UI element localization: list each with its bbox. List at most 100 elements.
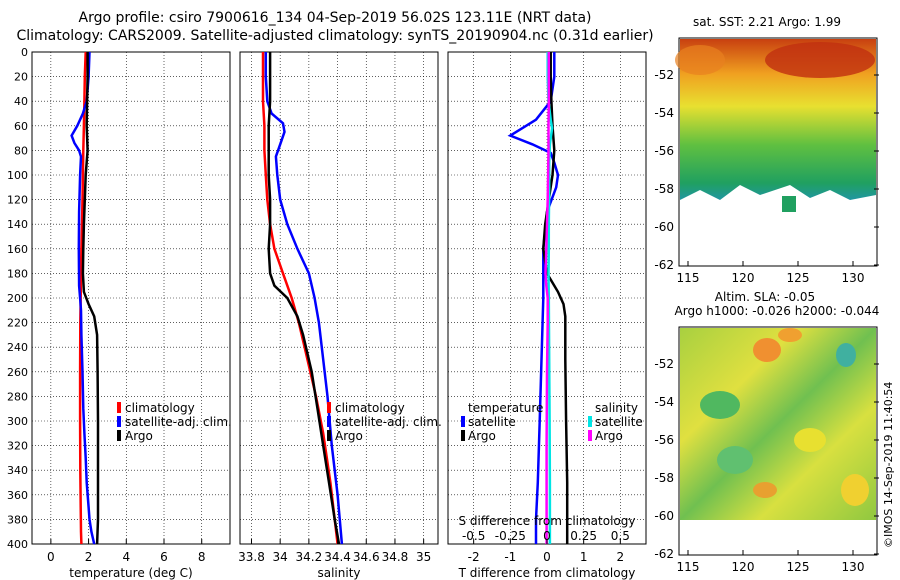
sla-low-patch: [700, 391, 740, 419]
legend-label-t-argo: Argo: [468, 429, 496, 443]
series-line-s-argo: [544, 52, 551, 544]
y-tick-label: 180: [7, 267, 28, 280]
series-line-argo: [267, 52, 341, 545]
salinity-xlabel: salinity: [317, 566, 360, 580]
s-difference-ticks: -0.5 -0.25 0 0.25 0.5: [462, 529, 630, 543]
sla-map-panel: Altim. SLA: -0.05 Argo h1000: -0.026 h20…: [654, 290, 879, 574]
sla-no-data: [680, 520, 876, 554]
legend-swatch-t-argo: [461, 430, 465, 441]
legend-label-s-argo: Argo: [595, 429, 623, 443]
legend-label-t-satellite: satellite: [468, 415, 516, 429]
series-line-argo: [81, 52, 100, 545]
legend-swatch-argo: [327, 430, 331, 441]
series-line-satellite-adj-clim-: [70, 51, 96, 545]
x-tick-label: 33.8: [238, 550, 265, 564]
difference-xlabel: T difference from climatology: [458, 566, 636, 580]
legend-swatch-s-satellite: [588, 416, 592, 427]
series-line-satellite-adj-clim-: [264, 52, 344, 545]
sla-map-title1: Altim. SLA: -0.05: [715, 290, 815, 304]
y-tick-label: 140: [7, 218, 28, 231]
s-tick-label: -0.5: [462, 529, 485, 543]
legend-label-argo: Argo: [335, 429, 363, 443]
salinity-series: [261, 52, 344, 545]
x-tick-label: -1: [504, 550, 516, 564]
y-tick-label: 0: [21, 46, 28, 59]
y-tick-label: 100: [7, 169, 28, 182]
sla-high-patch: [778, 328, 802, 342]
sst-missing-data: [680, 185, 876, 231]
x-tick-label: 34: [273, 550, 288, 564]
x-tick-label: 6: [160, 550, 168, 564]
x-tick-label: 2: [617, 550, 625, 564]
legend-swatch-argo: [117, 430, 121, 441]
lon-tick-label: 130: [842, 271, 865, 285]
x-tick-label: 8: [198, 550, 206, 564]
lat-tick-label: -52: [654, 68, 674, 82]
difference-panel: -2 -1 0 1 2 -0.5 -0.25 0 0.25 0.5 S difference f…: [447, 51, 647, 580]
y-tick-label: 340: [7, 464, 28, 477]
y-tick-label: 220: [7, 317, 28, 330]
legend-swatch-satellite: [117, 416, 121, 427]
s-difference-xlabel: S difference from climatology: [459, 514, 636, 528]
sla-high-patch: [753, 338, 781, 362]
s-tick-label: -0.25: [495, 529, 526, 543]
legend-label-s-satellite: satellite: [595, 415, 643, 429]
lon-tick-label: 125: [787, 560, 810, 574]
lat-tick-label: -60: [654, 509, 674, 523]
lat-tick-label: -54: [654, 395, 674, 409]
salinity-panel: 33.8 34 34.2 34.4 34.6 34.8 35 salinity climat…: [238, 51, 442, 580]
sst-map-panel: sat. SST: 2.21 Argo: 1.99: [654, 15, 879, 285]
lat-tick-label: -58: [654, 182, 674, 196]
legend-label-satellite: satellite-adj. clim.: [125, 415, 232, 429]
lat-tick-label: -52: [654, 357, 674, 371]
x-tick-label: 34.8: [382, 550, 409, 564]
lat-tick-label: -56: [654, 144, 674, 158]
y-tick-label: 160: [7, 243, 28, 256]
legend-swatch-climatology: [117, 402, 121, 413]
legend-label-argo: Argo: [125, 429, 153, 443]
sst-no-data: [680, 231, 876, 265]
legend-label-climatology: climatology: [125, 401, 195, 415]
lat-tick-label: -58: [654, 471, 674, 485]
y-tick-label: 300: [7, 415, 28, 428]
series-line-t-satellite: [507, 52, 560, 544]
legend-label-climatology: climatology: [335, 401, 405, 415]
legend-swatch-climatology: [327, 402, 331, 413]
lat-tick-label: -60: [654, 220, 674, 234]
difference-x-ticks: -2 -1 0 1 2: [468, 539, 624, 564]
legend-swatch-satellite: [327, 416, 331, 427]
s-tick-label: 0.5: [611, 529, 630, 543]
lon-tick-label: 130: [842, 560, 865, 574]
copyright-label: ©IMOS 14-Sep-2019 11:40:54: [882, 382, 895, 548]
lat-tick-label: -62: [654, 547, 674, 561]
legend-title-salinity: salinity: [595, 401, 638, 415]
x-tick-label: 34.2: [296, 550, 323, 564]
temperature-panel: 0204060801001201401601802002202402602803…: [7, 46, 232, 580]
y-tick-label: 360: [7, 489, 28, 502]
temperature-xlabel: temperature (deg C): [69, 566, 192, 580]
sla-high-patch: [794, 428, 826, 452]
sst-map-title: sat. SST: 2.21 Argo: 1.99: [693, 15, 841, 29]
temperature-x-ticks: 0 2 4 6 8: [47, 539, 206, 564]
x-tick-label: 34.4: [324, 550, 351, 564]
sla-low-patch: [717, 446, 753, 474]
lat-tick-label: -62: [654, 258, 674, 272]
x-tick-label: 4: [122, 550, 130, 564]
temperature-grid: [32, 51, 230, 545]
y-tick-label: 240: [7, 341, 28, 354]
s-tick-label: 0: [543, 529, 551, 543]
y-tick-label: 260: [7, 366, 28, 379]
difference-legend-salinity: salinity satellite Argo: [588, 401, 643, 443]
sla-high-patch: [753, 482, 777, 498]
salinity-legend: climatology satellite-adj. clim. Argo: [327, 401, 442, 443]
sla-low-patch: [836, 343, 856, 367]
difference-legend-temperature: temperature satellite Argo: [461, 401, 543, 443]
temperature-series: [70, 51, 100, 545]
x-tick-label: -2: [468, 550, 480, 564]
series-line-s-satellite: [546, 52, 554, 544]
lat-tick-label: -56: [654, 433, 674, 447]
y-tick-label: 200: [7, 292, 28, 305]
